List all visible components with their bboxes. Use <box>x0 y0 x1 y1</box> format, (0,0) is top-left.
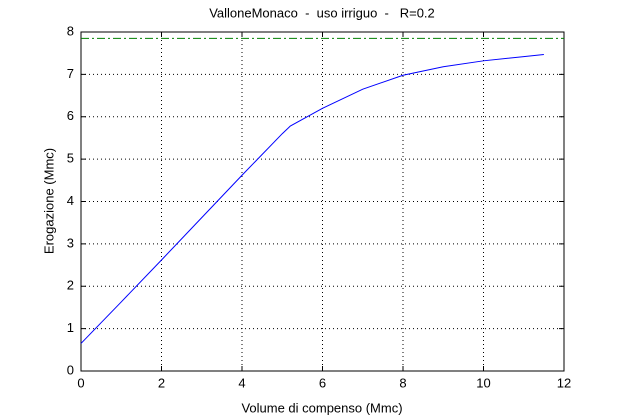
y-tick-label: 4 <box>67 193 74 208</box>
axes-box <box>80 31 565 372</box>
y-tick-label: 2 <box>67 278 74 293</box>
x-tick-label: 8 <box>399 375 406 390</box>
y-tick-label: 0 <box>67 362 74 377</box>
y-tick-label: 1 <box>67 320 74 335</box>
x-tick-label: 4 <box>238 375 245 390</box>
x-tick-label: 0 <box>77 375 84 390</box>
x-tick-label: 10 <box>476 375 490 390</box>
y-axis-label: Erogazione (Mmc) <box>41 148 56 254</box>
chart-title: ValloneMonaco - uso irriguo - R=0.2 <box>209 5 435 20</box>
x-tick-label: 2 <box>158 375 165 390</box>
series-line <box>80 53 544 344</box>
y-tick-label: 5 <box>67 151 74 166</box>
x-axis-label: Volume di compenso (Mmc) <box>241 400 402 415</box>
x-tick-label: 12 <box>557 375 571 390</box>
y-tick-label: 7 <box>67 66 74 81</box>
y-tick-label: 6 <box>67 108 74 123</box>
x-tick-label: 6 <box>319 375 326 390</box>
y-tick-label: 8 <box>67 23 74 38</box>
y-tick-label: 3 <box>67 235 74 250</box>
